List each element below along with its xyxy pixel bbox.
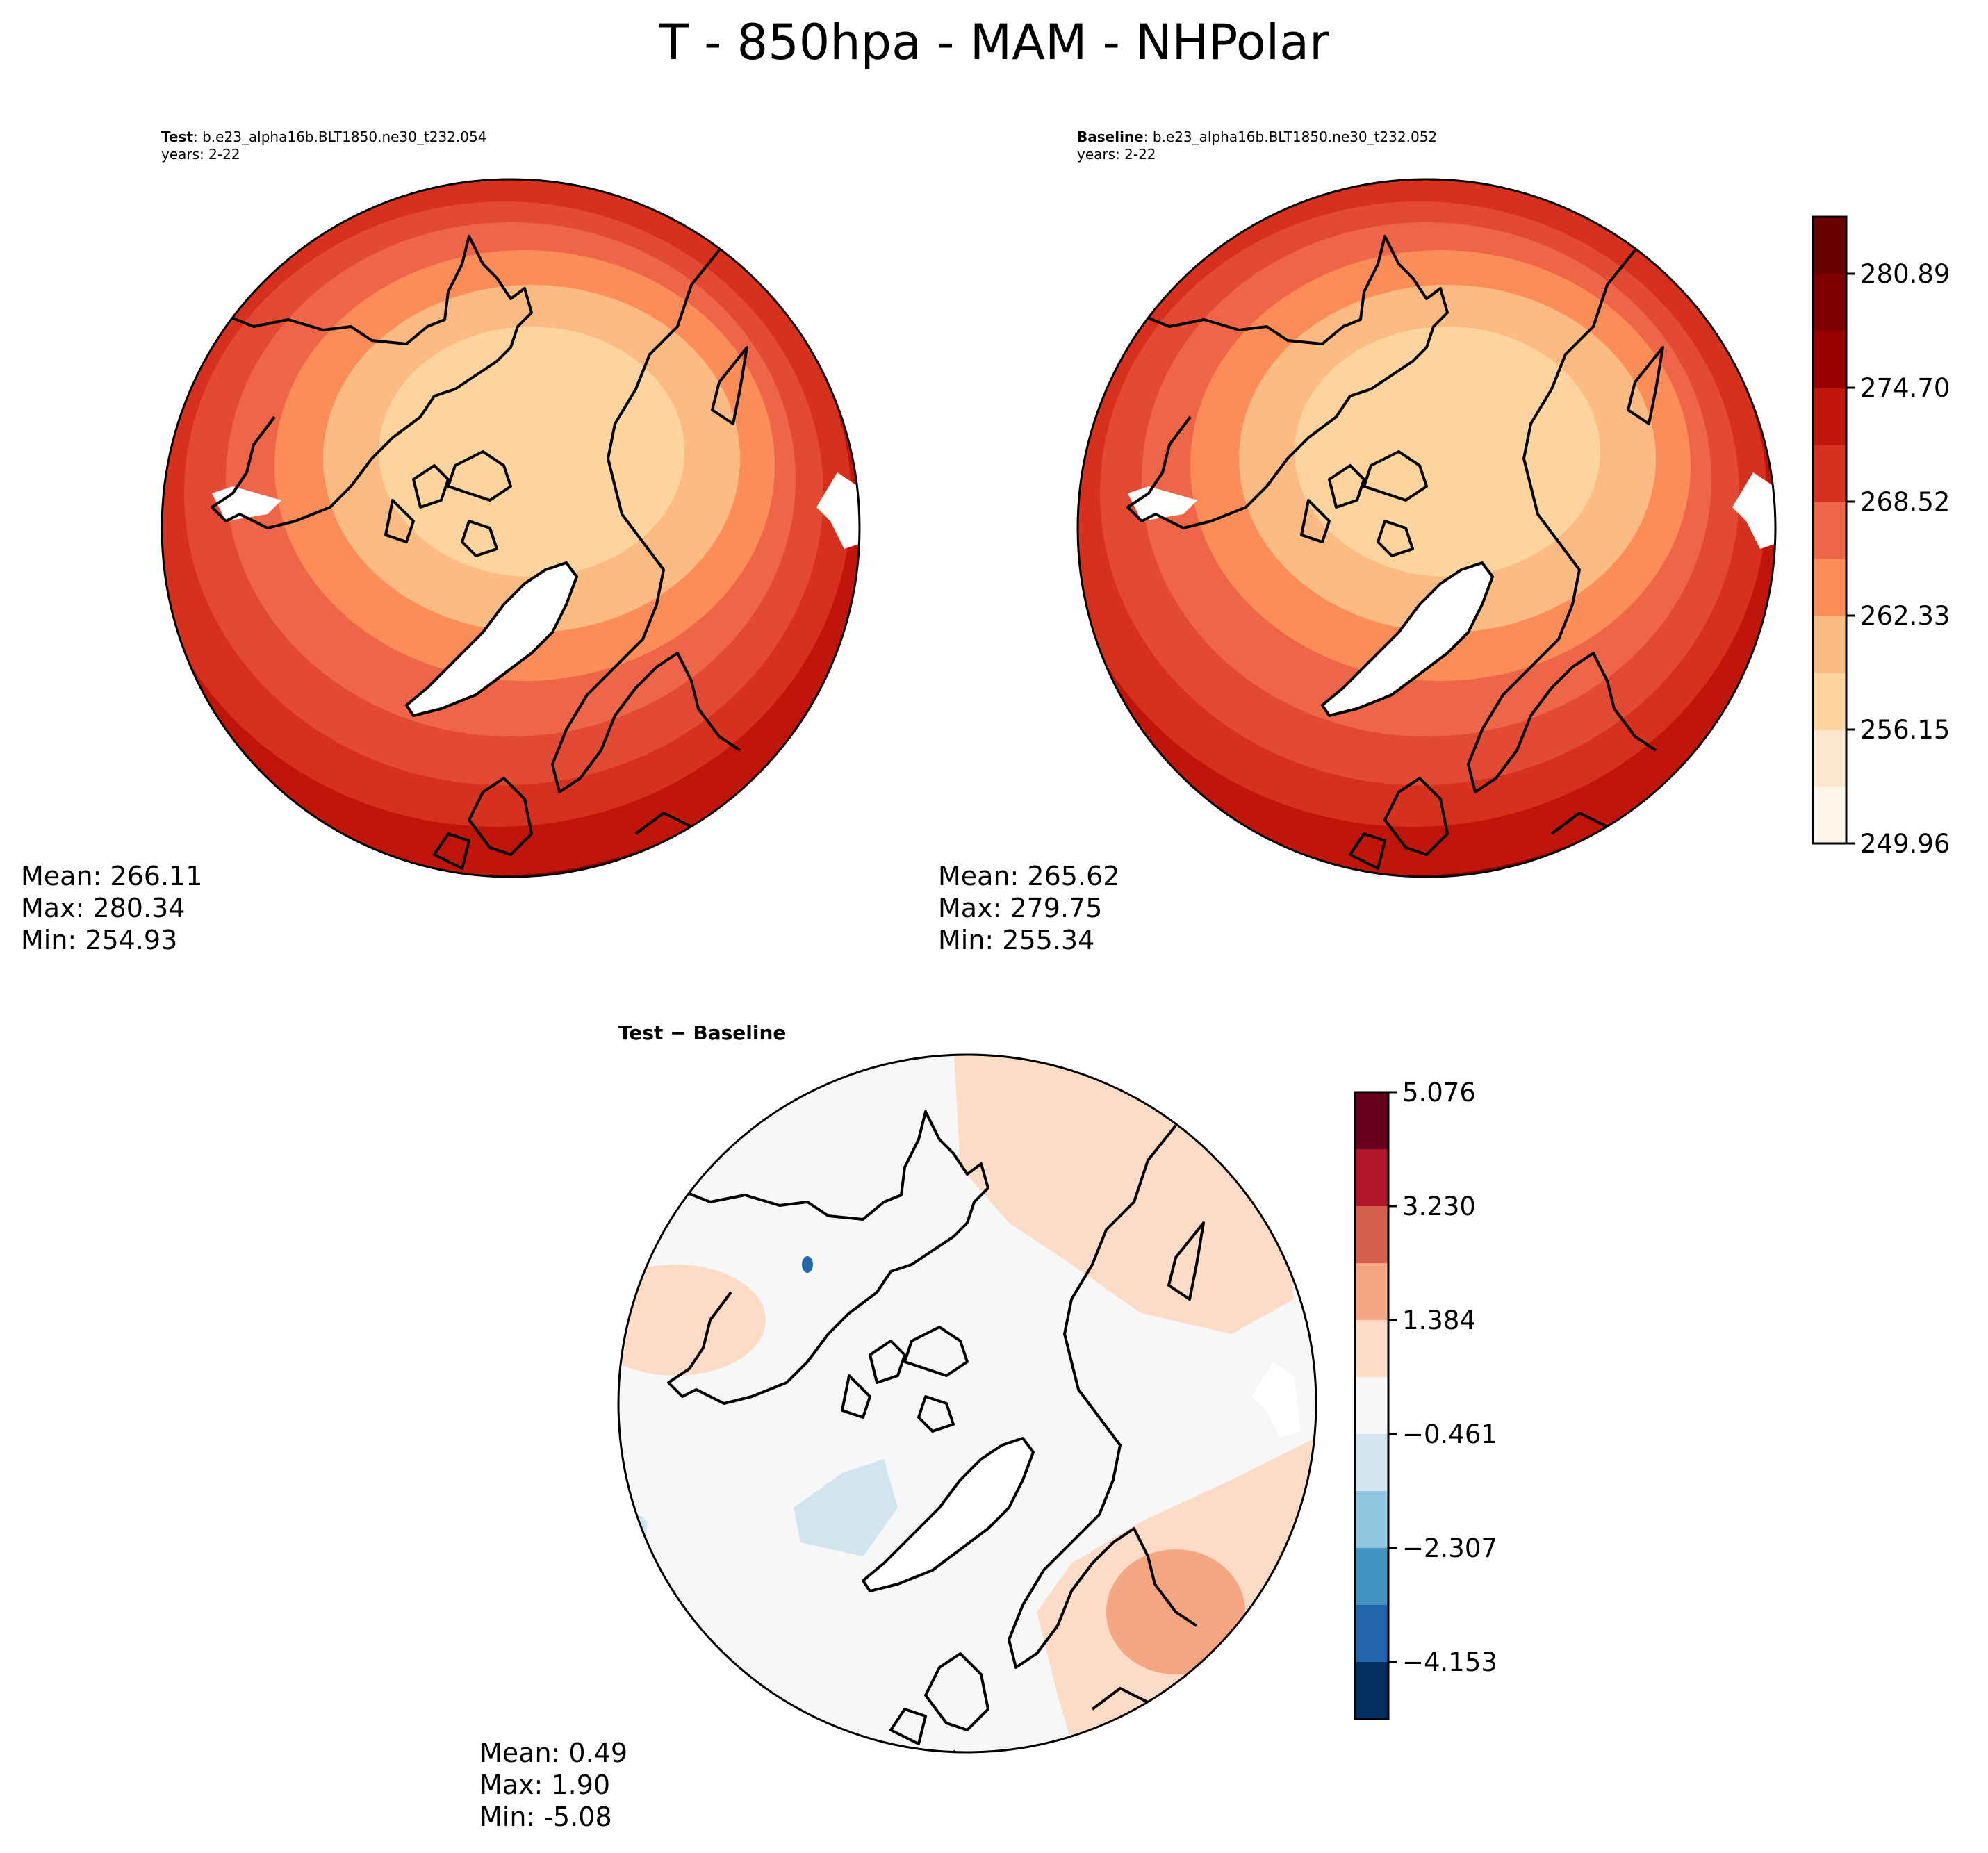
diff-colorbar-segment [1355,1605,1388,1663]
diff-colorbar-tick-label: 3.230 [1402,1192,1476,1221]
diff-colorbar-segment [1355,1662,1388,1720]
diff-colorbar-tick-label: −4.153 [1402,1647,1497,1677]
test-label-bold: Test [161,129,194,145]
abs-colorbar-segment [1813,730,1846,787]
diff-colorbar-segment [1355,1263,1388,1321]
difference-mean: Mean: 0.49 [479,1738,628,1768]
baseline-years: years: 2-22 [1077,146,1156,163]
baseline-min: Min: 255.34 [938,925,1095,955]
baseline-max: Max: 279.75 [938,893,1103,923]
diff-colorbar-segment [1355,1434,1388,1492]
figure-title: T - 850hpa - MAM - NHPolar [659,14,1329,71]
difference-stats: Mean: 0.49 Max: 1.90 Min: -5.08 [479,1737,627,1833]
difference-title: Test − Baseline [618,1021,787,1044]
test-max: Max: 280.34 [21,893,186,923]
diff-colorbar-segment [1355,1377,1388,1435]
diff-colorbar-tick-label: −0.461 [1402,1419,1497,1449]
baseline-stats: Mean: 265.62 Max: 279.75 Min: 255.34 [938,860,1119,956]
difference-max: Max: 1.90 [479,1770,611,1800]
test-label-case: : b.e23_alpha16b.BLT1850.ne30_t232.054 [193,129,487,145]
abs-colorbar-segment [1813,673,1846,730]
abs-colorbar-frame [1812,215,1848,845]
baseline-label-bold: Baseline [1077,129,1144,145]
test-min: Min: 254.93 [21,925,178,955]
diff-colorbar-segment [1355,1149,1388,1207]
abs-colorbar-segment [1813,559,1846,616]
abs-colorbar-segment [1813,274,1846,331]
diff-colorbar-segment [1355,1491,1388,1549]
baseline-subtitle: Baseline: b.e23_alpha16b.BLT1850.ne30_t2… [1077,129,1437,163]
abs-colorbar-segment [1813,331,1846,388]
diff-colorbar-segment [1355,1206,1388,1264]
difference-colorbar: 5.076 3.230 1.384 −0.461 −2.307 −4.153 [1354,1078,1497,1720]
abs-colorbar-tick-label: 249.96 [1860,829,1950,859]
diff-colorbar-tick-label: 1.384 [1402,1306,1476,1335]
abs-colorbar-tick-label: 262.33 [1860,601,1950,631]
abs-colorbar-tick-label: 256.15 [1860,715,1950,745]
abs-colorbar-segment [1813,388,1846,445]
abs-colorbar-tick-label: 280.89 [1860,259,1950,289]
diff-colorbar-segment [1355,1092,1388,1150]
diff-colorbar-segment [1355,1320,1388,1378]
diff-colorbar-segment [1355,1548,1388,1606]
baseline-label-case: : b.e23_alpha16b.BLT1850.ne30_t232.052 [1143,129,1438,145]
difference-map [617,1053,1317,1754]
baseline-map [1076,178,1777,878]
diff-colorbar-tick-label: −2.307 [1402,1533,1497,1563]
abs-colorbar-segment [1813,787,1846,844]
test-stats: Mean: 266.11 Max: 280.34 Min: 254.93 [21,860,202,956]
abs-colorbar-segment [1813,616,1846,673]
test-mean: Mean: 266.11 [21,861,203,891]
absolute-colorbar: 249.96 256.15 262.33 268.52 274.70 280.89 [1812,215,1950,859]
abs-colorbar-segment [1813,217,1846,274]
diff-colorbar-tick-label: 5.076 [1402,1078,1476,1107]
abs-colorbar-tick-label: 274.70 [1860,373,1950,403]
abs-colorbar-segment [1813,445,1846,502]
difference-min: Min: -5.08 [479,1802,612,1832]
abs-colorbar-segment [1813,502,1846,559]
abs-colorbar-tick-label: 268.52 [1860,487,1950,517]
test-years: years: 2-22 [161,146,240,163]
test-subtitle: Test: b.e23_alpha16b.BLT1850.ne30_t232.0… [161,129,486,163]
diff-colorbar-frame [1354,1091,1390,1720]
test-map [161,178,861,878]
baseline-mean: Mean: 265.62 [938,861,1120,891]
